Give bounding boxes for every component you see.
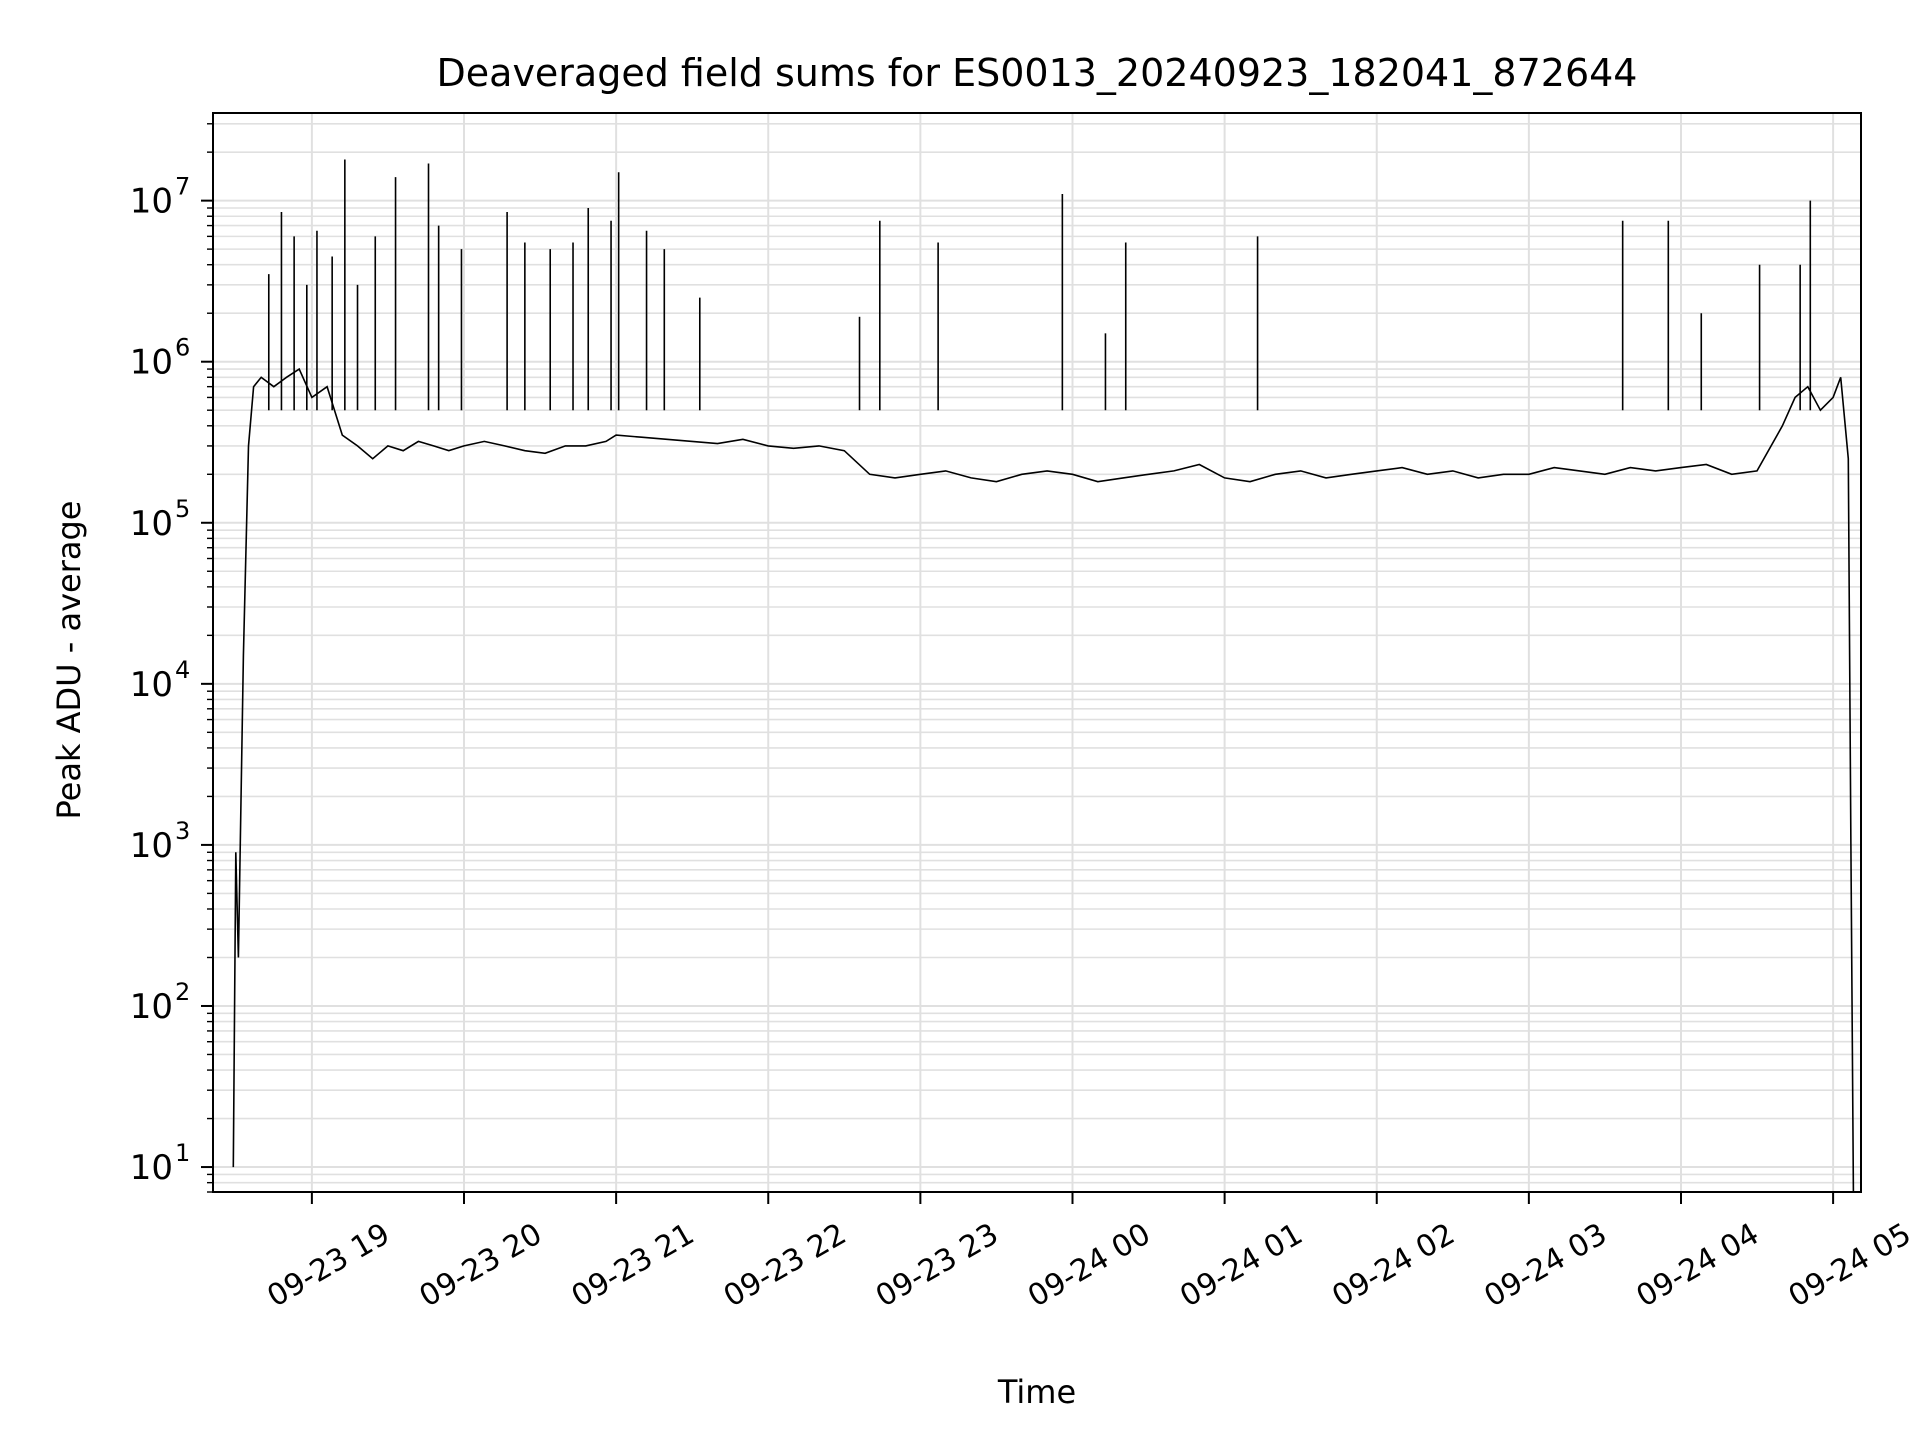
grid-layer: [213, 113, 1861, 1193]
y-tick-label: 10: [130, 343, 173, 383]
y-tick-exponent: 1: [175, 1139, 190, 1167]
plot-frame: [212, 112, 1862, 1193]
y-tick-label: 10: [130, 987, 173, 1027]
y-tick-exponent: 6: [175, 334, 190, 362]
y-tick-label: 10: [130, 665, 173, 705]
y-tick-exponent: 7: [175, 173, 190, 201]
y-tick-exponent: 3: [175, 817, 190, 845]
y-tick-label: 10: [130, 504, 173, 544]
chart-title: Deaveraged field sums for ES0013_2024092…: [437, 51, 1638, 95]
y-tick-label: 10: [130, 1148, 173, 1188]
y-tick-exponent: 4: [175, 656, 190, 684]
series-line: [232, 367, 1855, 1193]
x-axis-label: Time: [997, 1373, 1076, 1411]
y-tick-label: 10: [130, 182, 173, 222]
y-tick-exponent: 2: [175, 978, 190, 1006]
line-layer: [232, 159, 1855, 1193]
y-tick-label: 10: [130, 826, 173, 866]
y-axis-label: Peak ADU - average: [50, 501, 88, 820]
y-tick-exponent: 5: [175, 495, 190, 523]
